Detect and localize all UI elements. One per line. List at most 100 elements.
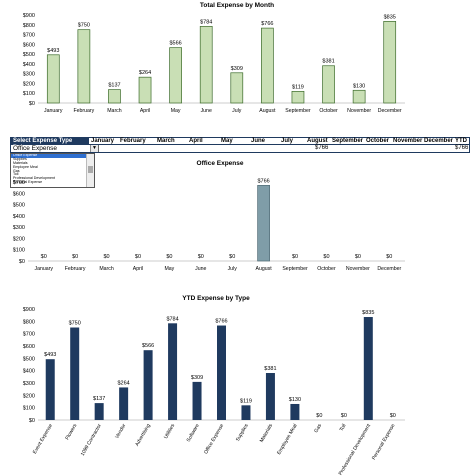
x-tick-label: January [44,108,63,114]
header-january: January [91,138,115,144]
y-tick-label: $700 [23,332,35,338]
y-tick-label: $700 [13,180,25,186]
x-tick-label: February [73,108,94,114]
y-tick-label: $100 [13,248,25,254]
y-tick-label: $0 [19,259,25,265]
option-toll[interactable]: Toll [13,172,19,177]
x-tick-label: September [285,108,311,114]
bar [199,25,213,104]
data-label: $750 [78,23,90,29]
data-label: $750 [69,321,81,327]
x-tick-label: Event Expense [32,423,54,455]
option-supplies[interactable]: Supplies [13,156,27,161]
bar [217,325,226,420]
y-tick-label: $200 [13,236,25,242]
x-tick-label: 1099 Contractor [80,423,103,457]
x-tick-label: Flowers [64,423,78,442]
data-label: $381 [322,59,334,65]
data-label: $0 [316,413,322,419]
y-tick-label: $0 [29,101,35,107]
bar [168,323,178,420]
select-expense-header: Select Expense Type Below [11,138,89,151]
y-tick-label: $500 [23,52,35,58]
bar [77,29,91,104]
bar [261,27,274,104]
data-label: $0 [198,254,204,260]
header-june: June [251,138,266,144]
y-tick-label: $300 [23,381,35,387]
y-tick-label: $500 [23,356,35,362]
data-label: $0 [41,254,47,260]
bar [290,403,300,420]
bar [94,403,104,420]
bar [119,387,129,420]
y-tick-label: $600 [23,344,35,350]
data-label: $130 [289,397,301,403]
data-label: $784 [166,316,178,322]
expense-selector-table: Select Expense Type Below January Februa… [10,137,470,154]
expense-type-dropdown[interactable]: Office Expense ▼ [11,145,99,152]
x-tick-label: February [65,266,86,272]
x-tick-label: Utilities [163,423,177,440]
data-label: $493 [44,352,56,358]
bar [70,327,80,420]
y-tick-label: $900 [23,13,35,19]
y-tick-label: $900 [23,307,35,313]
dropdown-scrollbar[interactable] [86,154,94,187]
scrollbar-thumb[interactable] [88,166,93,173]
x-tick-label: September [282,266,308,272]
data-label: $119 [292,84,304,90]
table-value-row: Office Expense ▼ $766 $766 [10,145,470,153]
x-tick-label: March [107,108,122,114]
x-tick-label: May [171,108,181,114]
x-tick-label: October [317,266,336,272]
x-tick-label: Gas [313,423,323,434]
data-label: $766 [261,21,273,27]
y-tick-label: $200 [23,393,35,399]
header-february: February [120,138,146,144]
x-tick-label: Advertising [134,423,152,448]
y-tick-label: $400 [23,369,35,375]
x-tick-label: Supplies [235,423,250,443]
x-tick-label: December [377,266,401,272]
header-may: May [221,138,233,144]
x-tick-label: Office Expense [203,423,225,455]
data-label: $0 [323,254,329,260]
x-tick-label: March [99,266,114,272]
option-personal-expense[interactable]: Personal Expense [13,180,43,185]
bar [322,65,335,104]
x-tick-label: January [34,266,53,272]
header-july: July [281,138,294,144]
x-tick-label: Materials [259,423,275,444]
bar [45,359,55,420]
data-label: $309 [231,66,243,72]
data-label: $0 [72,254,78,260]
data-label: $0 [341,413,347,419]
data-label: $0 [390,413,396,419]
data-label: $119 [240,398,252,404]
option-materials[interactable]: Materials [13,160,28,165]
chevron-down-icon[interactable]: ▼ [90,145,98,152]
ytd-expense-chart: YTD Expense by Type $0 $100 $200 $300 $400 $50… [23,295,405,476]
bar [46,54,60,104]
y-tick-label: $400 [13,214,25,220]
option-professional-development[interactable]: Professional Development [13,176,55,181]
x-tick-label: June [201,108,212,114]
bar [192,381,202,420]
bar [257,185,270,262]
bar [363,317,373,420]
option-employee-meal[interactable]: Employee Meal [13,164,38,169]
option-gas[interactable]: Gas [13,168,20,173]
y-tick-label: $100 [23,406,35,412]
x-tick-label: Employee Meal [276,423,298,456]
expense-type-options[interactable]: Office Expense Supplies Materials Employ… [10,153,95,188]
y-tick-label: $200 [23,81,35,87]
data-label: $0 [386,254,392,260]
data-label: $0 [355,254,361,260]
data-label: $566 [170,41,182,47]
bar [169,47,182,104]
data-label: $766 [258,178,270,184]
header-october: October [366,138,390,144]
option-office-expense[interactable]: Office Expense [11,154,94,158]
x-tick-label: November [347,108,371,114]
